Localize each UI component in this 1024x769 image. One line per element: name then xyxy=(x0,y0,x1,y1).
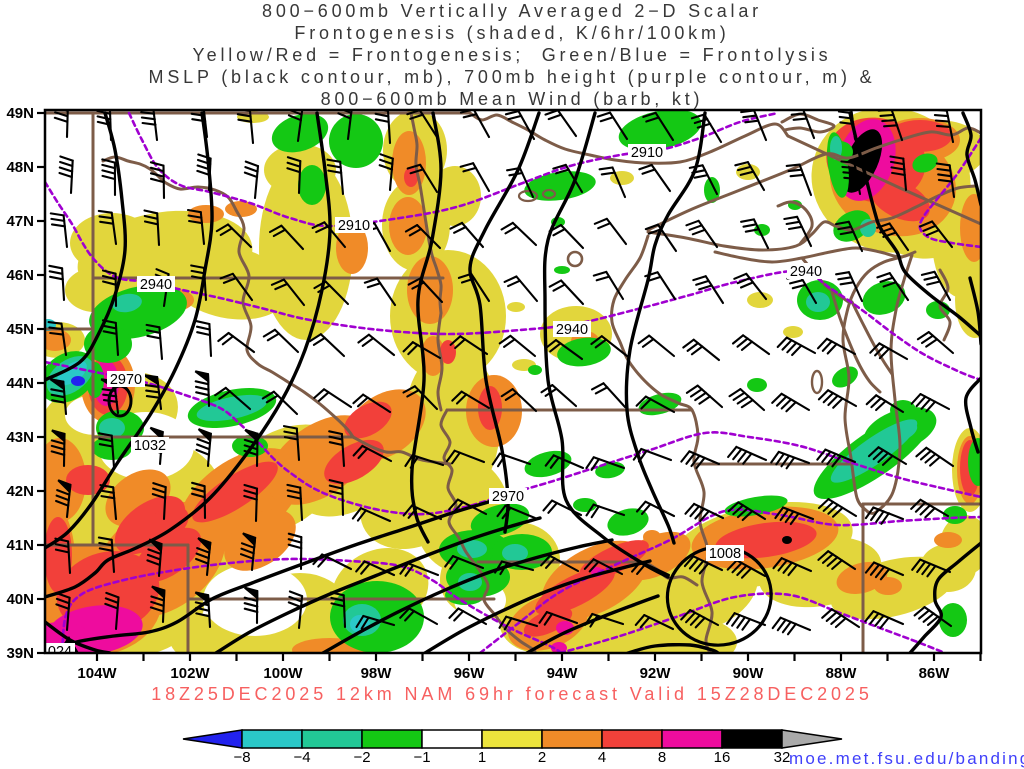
svg-text:16: 16 xyxy=(714,749,731,766)
svg-text:102W: 102W xyxy=(170,665,210,682)
svg-text:44N: 44N xyxy=(6,375,34,392)
svg-text:100W: 100W xyxy=(263,665,303,682)
svg-text:1024: 1024 xyxy=(40,644,72,660)
svg-text:2940: 2940 xyxy=(556,322,588,338)
svg-text:94W: 94W xyxy=(547,665,579,682)
svg-text:104W: 104W xyxy=(77,665,117,682)
svg-text:41N: 41N xyxy=(6,537,34,554)
svg-text:92W: 92W xyxy=(640,665,672,682)
svg-text:−8: −8 xyxy=(233,749,250,766)
svg-text:2: 2 xyxy=(538,749,546,766)
svg-text:42N: 42N xyxy=(6,483,34,500)
svg-text:88W: 88W xyxy=(826,665,858,682)
svg-text:48N: 48N xyxy=(6,159,34,176)
svg-text:47N: 47N xyxy=(6,213,34,230)
svg-text:8: 8 xyxy=(658,749,666,766)
svg-text:2940: 2940 xyxy=(790,264,822,280)
svg-text:2970: 2970 xyxy=(110,372,142,388)
svg-text:−1: −1 xyxy=(413,749,430,766)
svg-text:2970: 2970 xyxy=(492,489,524,505)
svg-text:2940: 2940 xyxy=(140,277,172,293)
svg-text:2910: 2910 xyxy=(338,218,370,234)
svg-text:1: 1 xyxy=(478,749,486,766)
svg-text:49N: 49N xyxy=(6,105,34,122)
svg-text:43N: 43N xyxy=(6,429,34,446)
svg-text:96W: 96W xyxy=(454,665,486,682)
svg-text:39N: 39N xyxy=(6,645,34,662)
svg-text:−2: −2 xyxy=(353,749,370,766)
svg-text:40N: 40N xyxy=(6,591,34,608)
svg-text:90W: 90W xyxy=(733,665,765,682)
svg-text:98W: 98W xyxy=(361,665,393,682)
svg-text:1032: 1032 xyxy=(134,438,166,454)
svg-text:1008: 1008 xyxy=(709,546,741,562)
svg-text:−4: −4 xyxy=(293,749,310,766)
svg-text:32: 32 xyxy=(774,749,791,766)
svg-text:45N: 45N xyxy=(6,321,34,338)
svg-text:2910: 2910 xyxy=(631,145,663,161)
svg-text:86W: 86W xyxy=(919,665,951,682)
svg-text:4: 4 xyxy=(598,749,606,766)
svg-text:46N: 46N xyxy=(6,267,34,284)
